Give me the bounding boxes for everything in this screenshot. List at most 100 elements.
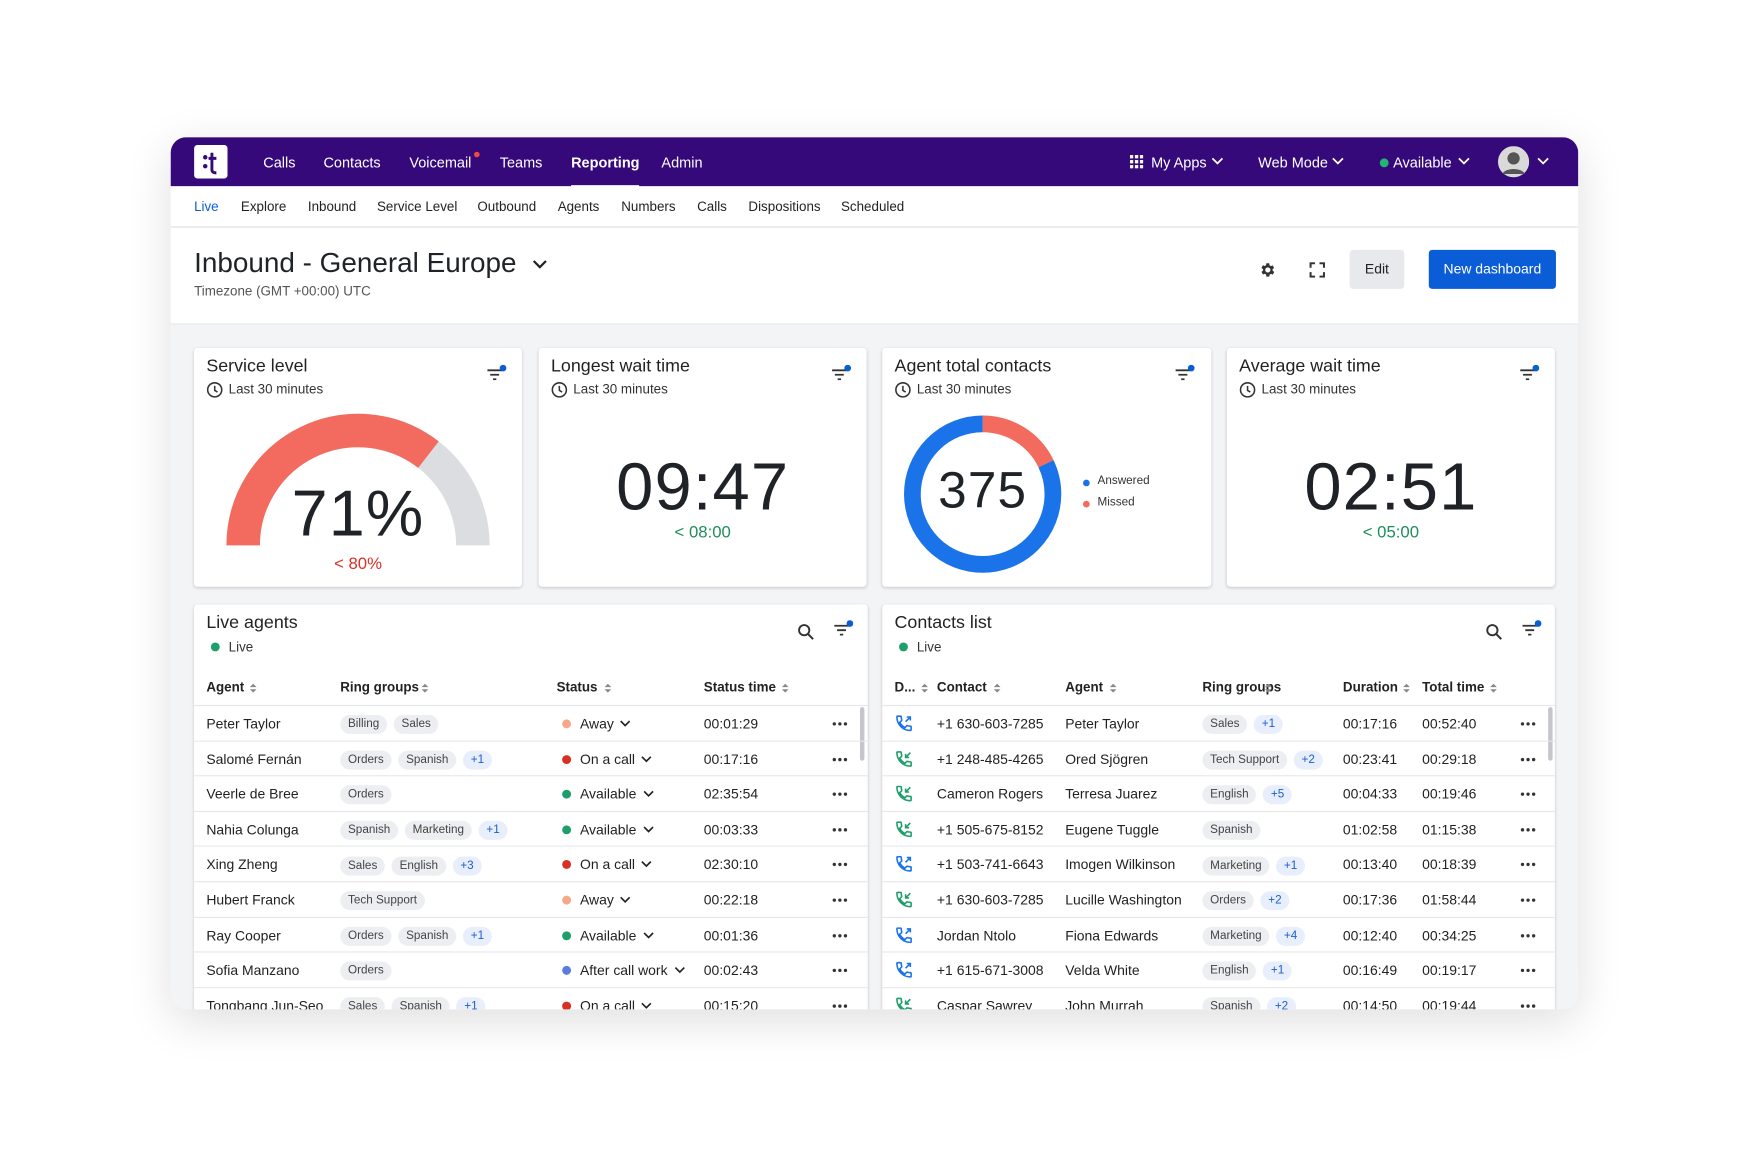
- sub-nav-item[interactable]: Dispositions: [748, 198, 821, 215]
- status-chevron[interactable]: [673, 966, 686, 975]
- fullscreen-icon[interactable]: [1309, 262, 1325, 278]
- row-menu[interactable]: [1520, 856, 1536, 874]
- sub-nav-item[interactable]: Live: [194, 198, 219, 215]
- nav-item[interactable]: Voicemail: [409, 153, 472, 171]
- sort-icon[interactable]: [249, 683, 258, 694]
- column-header[interactable]: Ring groups: [1202, 679, 1282, 695]
- sub-nav-item[interactable]: Agents: [557, 198, 600, 215]
- sort-icon[interactable]: [1109, 683, 1118, 694]
- row-menu[interactable]: [1520, 785, 1536, 803]
- row-menu[interactable]: [832, 997, 848, 1009]
- status[interactable]: Available: [580, 784, 655, 804]
- row-menu[interactable]: [832, 926, 848, 944]
- sub-nav-item[interactable]: Calls: [697, 198, 727, 215]
- column-header[interactable]: Total time: [1422, 679, 1485, 695]
- sub-nav-item[interactable]: Inbound: [307, 198, 357, 215]
- nav-item[interactable]: Calls: [263, 153, 296, 171]
- row-menu[interactable]: [1520, 821, 1536, 839]
- logo[interactable]: [194, 144, 228, 179]
- status-chevron[interactable]: [642, 825, 655, 834]
- nav-item[interactable]: Reporting: [571, 152, 640, 189]
- apps-icon[interactable]: [1129, 155, 1144, 169]
- column-header[interactable]: Contact: [936, 679, 987, 695]
- column-header[interactable]: Agent: [1065, 679, 1104, 695]
- avatar[interactable]: [1497, 146, 1530, 178]
- status[interactable]: On a call: [580, 855, 654, 875]
- status-chevron[interactable]: [619, 719, 632, 728]
- status-chevron[interactable]: [619, 896, 632, 905]
- row-menu[interactable]: [1520, 926, 1536, 944]
- status[interactable]: Away: [580, 714, 633, 734]
- status[interactable]: On a call: [580, 996, 654, 1009]
- ring-groups: English +5: [1202, 784, 1298, 805]
- sort-icon[interactable]: [1402, 683, 1411, 694]
- sort-icon[interactable]: [781, 683, 790, 694]
- new-dashboard-button[interactable]: New dashboard: [1428, 249, 1556, 289]
- filter-icon[interactable]: [831, 364, 852, 381]
- settings-icon[interactable]: [1258, 261, 1276, 279]
- status[interactable]: Available: [580, 820, 655, 840]
- chevron[interactable]: [1458, 157, 1470, 166]
- sub-nav-item[interactable]: Service Level: [376, 198, 458, 215]
- sub-nav-item[interactable]: Outbound: [477, 198, 537, 215]
- row-menu[interactable]: [832, 891, 848, 909]
- status-chevron[interactable]: [641, 755, 654, 764]
- row-menu[interactable]: [832, 785, 848, 803]
- search-icon[interactable]: [797, 623, 814, 640]
- sort-icon[interactable]: [1489, 683, 1498, 694]
- sub-nav-item[interactable]: Scheduled: [840, 198, 905, 215]
- row-menu[interactable]: [832, 715, 848, 733]
- sort-icon[interactable]: [420, 683, 429, 694]
- column-header[interactable]: Status time: [703, 679, 776, 695]
- row-menu[interactable]: [832, 750, 848, 768]
- filter-icon[interactable]: [1519, 364, 1540, 381]
- chevron[interactable]: [1211, 157, 1224, 166]
- status[interactable]: Away: [580, 890, 633, 910]
- sub-nav-item[interactable]: Numbers: [621, 198, 676, 215]
- edit-button[interactable]: Edit: [1349, 249, 1405, 289]
- column-header[interactable]: Status: [556, 679, 598, 695]
- sub-nav-item[interactable]: Explore: [240, 198, 287, 215]
- direction-icon: [896, 891, 912, 908]
- sort-icon[interactable]: [1264, 683, 1273, 694]
- row-menu[interactable]: [1520, 962, 1536, 980]
- status-chevron[interactable]: [642, 790, 655, 799]
- apps-menu[interactable]: My Apps: [1151, 153, 1207, 171]
- status[interactable]: On a call: [580, 749, 654, 769]
- availability-menu[interactable]: Available: [1393, 153, 1452, 171]
- status-chevron[interactable]: [641, 1001, 654, 1009]
- filter-icon[interactable]: [833, 620, 854, 636]
- search-icon[interactable]: [1486, 623, 1503, 640]
- chevron[interactable]: [1537, 157, 1549, 166]
- nav-item[interactable]: Teams: [499, 153, 543, 171]
- row-menu[interactable]: [1520, 891, 1536, 909]
- sort-icon[interactable]: [603, 683, 612, 694]
- chevron[interactable]: [1332, 157, 1344, 166]
- column-header[interactable]: Ring groups: [340, 679, 420, 695]
- column-header[interactable]: Agent: [206, 679, 245, 695]
- filter-icon[interactable]: [486, 364, 507, 381]
- row-menu[interactable]: [1520, 997, 1536, 1009]
- row-menu[interactable]: [832, 962, 848, 980]
- target: < 05:00: [1362, 523, 1420, 543]
- nav-item[interactable]: Contacts: [323, 153, 381, 171]
- status-chevron[interactable]: [642, 931, 655, 940]
- nav-item[interactable]: Admin: [661, 153, 703, 171]
- sort-icon[interactable]: [920, 683, 929, 694]
- filter-icon[interactable]: [1174, 364, 1195, 381]
- mode-menu[interactable]: Web Mode: [1258, 153, 1329, 171]
- row-menu[interactable]: [1520, 715, 1536, 733]
- table-row: Caspar Sawrey John Murrah Spanish +2 00:14:5…: [882, 986, 1555, 1010]
- row-menu[interactable]: [1520, 750, 1536, 768]
- filter-icon[interactable]: [1521, 620, 1542, 636]
- row-menu[interactable]: [832, 821, 848, 839]
- status[interactable]: After call work: [580, 961, 687, 981]
- row-menu[interactable]: [832, 856, 848, 874]
- duration: 00:17:36: [1342, 892, 1398, 908]
- column-header[interactable]: D...: [894, 679, 916, 695]
- title-chevron[interactable]: [532, 258, 548, 269]
- column-header[interactable]: Duration: [1342, 679, 1398, 695]
- status-chevron[interactable]: [641, 860, 654, 869]
- sort-icon[interactable]: [993, 683, 1002, 694]
- status[interactable]: Available: [580, 925, 655, 945]
